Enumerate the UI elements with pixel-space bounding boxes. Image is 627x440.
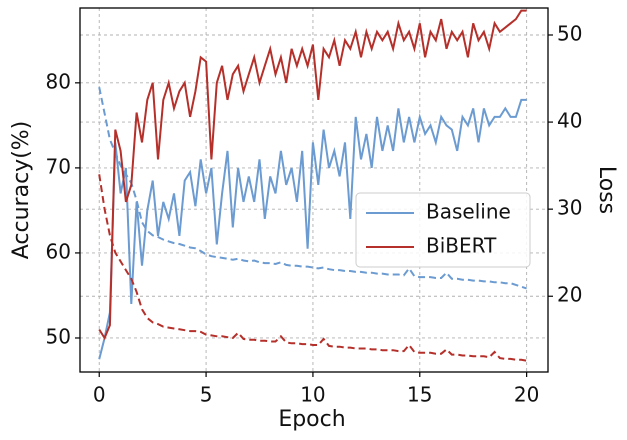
x-tick-label: 0 xyxy=(93,383,106,407)
accuracy-line xyxy=(98,9,527,341)
x-axis-label: Epoch xyxy=(278,407,345,432)
y-tick-label: 80 xyxy=(46,69,71,93)
y-tick-label: 50 xyxy=(46,324,71,348)
y2-tick-label: 40 xyxy=(557,109,582,133)
x-tick-label: 5 xyxy=(200,383,213,407)
y2-tick-label: 50 xyxy=(557,21,582,45)
plot-frame xyxy=(79,7,549,373)
legend-label: Baseline xyxy=(426,200,511,224)
x-tick-label: 15 xyxy=(407,383,432,407)
accuracy-line xyxy=(98,98,527,360)
loss-line xyxy=(98,174,527,362)
legend-box xyxy=(355,192,531,268)
y2-tick-label: 30 xyxy=(557,196,582,220)
legend-label: BiBERT xyxy=(426,234,497,258)
x-tick-label: 10 xyxy=(300,383,325,407)
y-axis-label: Accuracy(%) xyxy=(9,121,34,260)
y2-axis-label: Loss xyxy=(594,166,619,214)
y2-tick-label: 20 xyxy=(557,283,582,307)
y-tick-label: 70 xyxy=(46,154,71,178)
loss-line xyxy=(98,86,527,290)
y-tick-label: 60 xyxy=(46,239,71,263)
legend: Baseline BiBERT xyxy=(355,192,531,268)
x-tick-label: 20 xyxy=(514,383,539,407)
